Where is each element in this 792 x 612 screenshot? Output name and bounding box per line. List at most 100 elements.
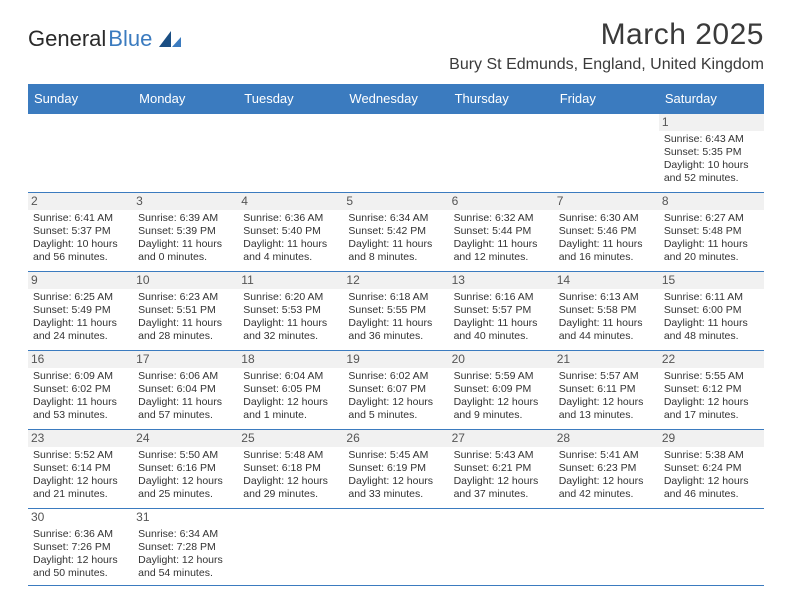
empty-cell bbox=[133, 114, 238, 192]
daylight-text: and 50 minutes. bbox=[33, 567, 128, 580]
day-cell: 29Sunrise: 5:38 AMSunset: 6:24 PMDayligh… bbox=[659, 430, 764, 508]
sunrise-text: Sunrise: 6:36 AM bbox=[33, 528, 128, 541]
day-cell: 15Sunrise: 6:11 AMSunset: 6:00 PMDayligh… bbox=[659, 272, 764, 350]
sunset-text: Sunset: 6:07 PM bbox=[348, 383, 443, 396]
empty-cell bbox=[449, 114, 554, 192]
daylight-text: Daylight: 11 hours bbox=[348, 317, 443, 330]
sunset-text: Sunset: 6:12 PM bbox=[664, 383, 759, 396]
sunrise-text: Sunrise: 5:38 AM bbox=[664, 449, 759, 462]
empty-cell bbox=[659, 509, 764, 585]
daylight-text: and 40 minutes. bbox=[454, 330, 549, 343]
sunrise-text: Sunrise: 5:48 AM bbox=[243, 449, 338, 462]
day-number: 25 bbox=[238, 430, 343, 447]
day-cell: 28Sunrise: 5:41 AMSunset: 6:23 PMDayligh… bbox=[554, 430, 659, 508]
week-row: 23Sunrise: 5:52 AMSunset: 6:14 PMDayligh… bbox=[28, 430, 764, 509]
day-number: 30 bbox=[28, 509, 133, 526]
week-row: 30Sunrise: 6:36 AMSunset: 7:26 PMDayligh… bbox=[28, 509, 764, 586]
day-cell: 4Sunrise: 6:36 AMSunset: 5:40 PMDaylight… bbox=[238, 193, 343, 271]
day-number: 31 bbox=[133, 509, 238, 526]
day-number: 15 bbox=[659, 272, 764, 289]
daylight-text: and 28 minutes. bbox=[138, 330, 233, 343]
day-number: 12 bbox=[343, 272, 448, 289]
sunset-text: Sunset: 5:42 PM bbox=[348, 225, 443, 238]
weeks-container: 1Sunrise: 6:43 AMSunset: 5:35 PMDaylight… bbox=[28, 114, 764, 586]
daylight-text: and 13 minutes. bbox=[559, 409, 654, 422]
day-number: 17 bbox=[133, 351, 238, 368]
daylight-text: and 37 minutes. bbox=[454, 488, 549, 501]
day-header: Monday bbox=[133, 86, 238, 112]
daylight-text: Daylight: 12 hours bbox=[454, 396, 549, 409]
daylight-text: Daylight: 11 hours bbox=[559, 317, 654, 330]
daylight-text: Daylight: 12 hours bbox=[33, 554, 128, 567]
daylight-text: and 1 minute. bbox=[243, 409, 338, 422]
daylight-text: and 56 minutes. bbox=[33, 251, 128, 264]
sunrise-text: Sunrise: 5:59 AM bbox=[454, 370, 549, 383]
day-cell: 8Sunrise: 6:27 AMSunset: 5:48 PMDaylight… bbox=[659, 193, 764, 271]
empty-cell bbox=[449, 509, 554, 585]
daylight-text: Daylight: 11 hours bbox=[348, 238, 443, 251]
day-header: Tuesday bbox=[238, 86, 343, 112]
sunrise-text: Sunrise: 5:43 AM bbox=[454, 449, 549, 462]
header: GeneralBlue March 2025 Bury St Edmunds, … bbox=[28, 18, 764, 74]
day-cell: 2Sunrise: 6:41 AMSunset: 5:37 PMDaylight… bbox=[28, 193, 133, 271]
day-cell: 12Sunrise: 6:18 AMSunset: 5:55 PMDayligh… bbox=[343, 272, 448, 350]
day-number: 28 bbox=[554, 430, 659, 447]
sunrise-text: Sunrise: 6:27 AM bbox=[664, 212, 759, 225]
daylight-text: Daylight: 11 hours bbox=[243, 238, 338, 251]
day-number: 10 bbox=[133, 272, 238, 289]
day-cell: 17Sunrise: 6:06 AMSunset: 6:04 PMDayligh… bbox=[133, 351, 238, 429]
day-number: 2 bbox=[28, 193, 133, 210]
sunset-text: Sunset: 5:46 PM bbox=[559, 225, 654, 238]
day-cell: 6Sunrise: 6:32 AMSunset: 5:44 PMDaylight… bbox=[449, 193, 554, 271]
empty-cell bbox=[343, 114, 448, 192]
day-cell: 24Sunrise: 5:50 AMSunset: 6:16 PMDayligh… bbox=[133, 430, 238, 508]
day-cell: 14Sunrise: 6:13 AMSunset: 5:58 PMDayligh… bbox=[554, 272, 659, 350]
daylight-text: Daylight: 12 hours bbox=[348, 475, 443, 488]
daylight-text: and 24 minutes. bbox=[33, 330, 128, 343]
day-number: 19 bbox=[343, 351, 448, 368]
day-number: 11 bbox=[238, 272, 343, 289]
sunrise-text: Sunrise: 6:30 AM bbox=[559, 212, 654, 225]
day-cell: 16Sunrise: 6:09 AMSunset: 6:02 PMDayligh… bbox=[28, 351, 133, 429]
sunset-text: Sunset: 6:14 PM bbox=[33, 462, 128, 475]
day-number: 26 bbox=[343, 430, 448, 447]
day-cell: 19Sunrise: 6:02 AMSunset: 6:07 PMDayligh… bbox=[343, 351, 448, 429]
daylight-text: and 32 minutes. bbox=[243, 330, 338, 343]
sunset-text: Sunset: 6:09 PM bbox=[454, 383, 549, 396]
sunset-text: Sunset: 6:16 PM bbox=[138, 462, 233, 475]
daylight-text: and 48 minutes. bbox=[664, 330, 759, 343]
day-cell: 11Sunrise: 6:20 AMSunset: 5:53 PMDayligh… bbox=[238, 272, 343, 350]
sunset-text: Sunset: 6:04 PM bbox=[138, 383, 233, 396]
day-number: 18 bbox=[238, 351, 343, 368]
day-header: Thursday bbox=[449, 86, 554, 112]
empty-cell bbox=[554, 114, 659, 192]
daylight-text: and 20 minutes. bbox=[664, 251, 759, 264]
daylight-text: Daylight: 12 hours bbox=[243, 396, 338, 409]
sunrise-text: Sunrise: 5:41 AM bbox=[559, 449, 654, 462]
sunset-text: Sunset: 5:51 PM bbox=[138, 304, 233, 317]
daylight-text: Daylight: 11 hours bbox=[138, 396, 233, 409]
day-number: 20 bbox=[449, 351, 554, 368]
daylight-text: Daylight: 10 hours bbox=[664, 159, 759, 172]
day-number: 16 bbox=[28, 351, 133, 368]
daylight-text: Daylight: 12 hours bbox=[33, 475, 128, 488]
daylight-text: and 17 minutes. bbox=[664, 409, 759, 422]
daylight-text: and 57 minutes. bbox=[138, 409, 233, 422]
day-number: 6 bbox=[449, 193, 554, 210]
sunset-text: Sunset: 6:05 PM bbox=[243, 383, 338, 396]
daylight-text: and 46 minutes. bbox=[664, 488, 759, 501]
day-header: Saturday bbox=[659, 86, 764, 112]
daylight-text: Daylight: 12 hours bbox=[559, 475, 654, 488]
sunrise-text: Sunrise: 6:34 AM bbox=[348, 212, 443, 225]
sunrise-text: Sunrise: 6:39 AM bbox=[138, 212, 233, 225]
day-number: 1 bbox=[659, 114, 764, 131]
daylight-text: and 21 minutes. bbox=[33, 488, 128, 501]
daylight-text: and 25 minutes. bbox=[138, 488, 233, 501]
calendar: Sunday Monday Tuesday Wednesday Thursday… bbox=[28, 84, 764, 586]
daylight-text: and 5 minutes. bbox=[348, 409, 443, 422]
page-title: March 2025 bbox=[449, 18, 764, 52]
sunset-text: Sunset: 6:11 PM bbox=[559, 383, 654, 396]
page-subtitle: Bury St Edmunds, England, United Kingdom bbox=[449, 56, 764, 74]
sunrise-text: Sunrise: 5:50 AM bbox=[138, 449, 233, 462]
sunrise-text: Sunrise: 6:02 AM bbox=[348, 370, 443, 383]
